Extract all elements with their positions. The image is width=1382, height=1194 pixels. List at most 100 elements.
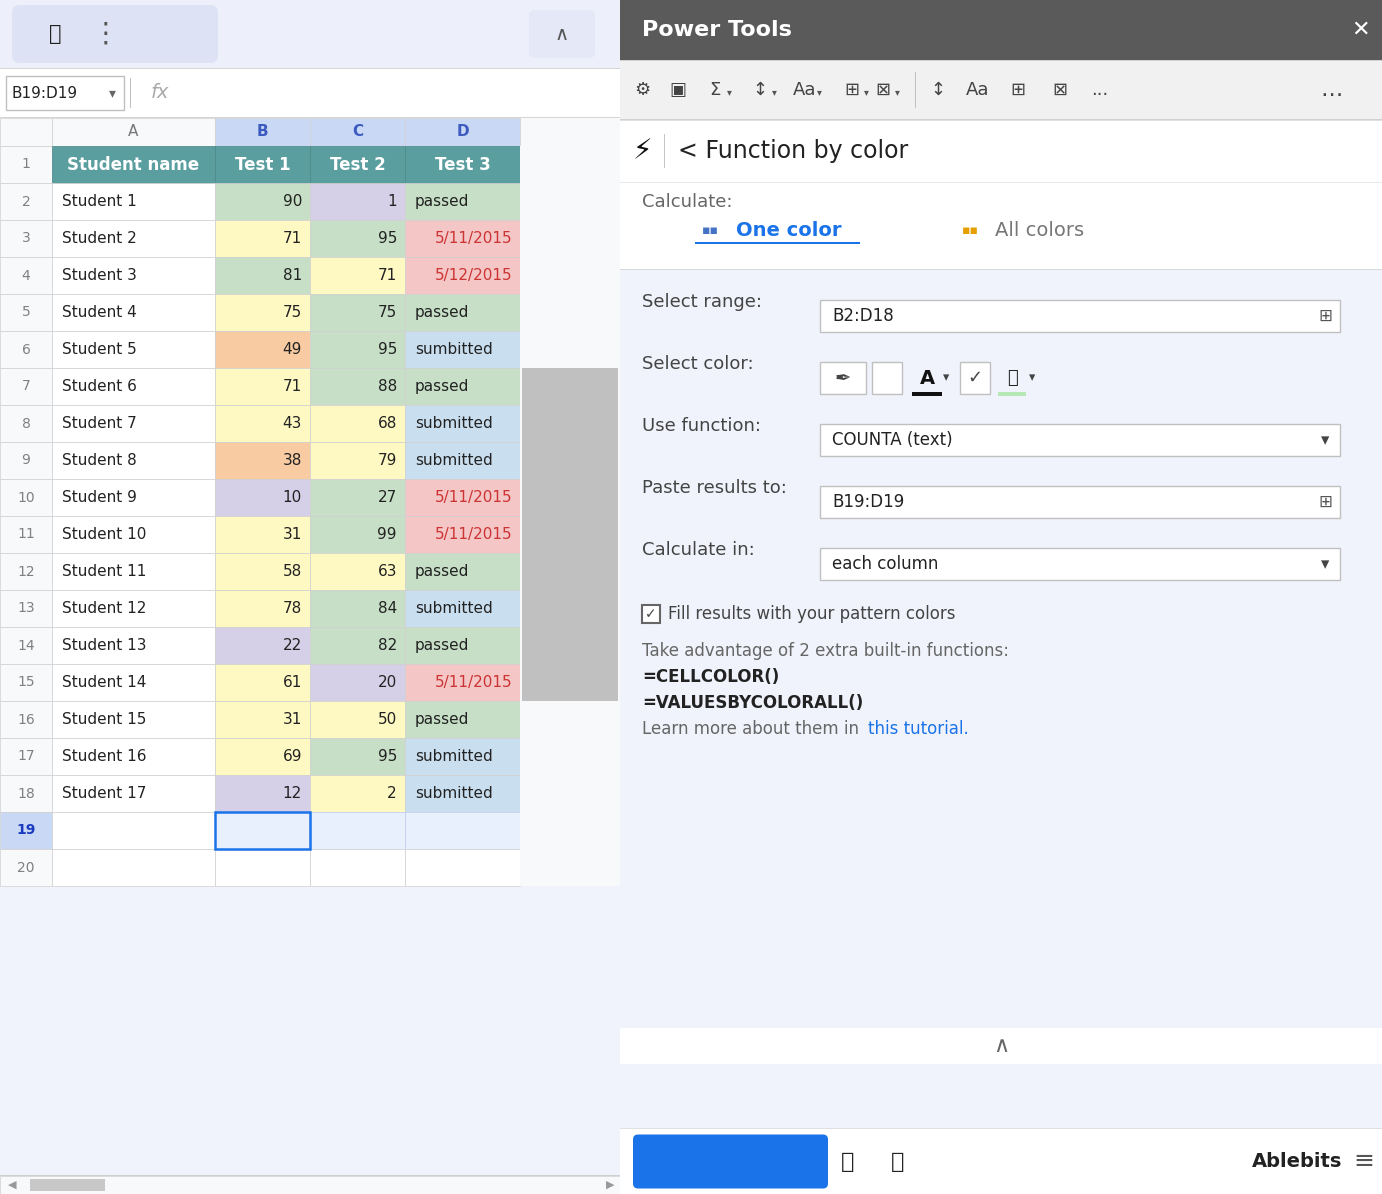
Bar	[216, 257, 310, 294]
Bar	[0, 368, 53, 405]
Bar	[0, 442, 53, 479]
Text: All colors: All colors	[995, 221, 1083, 240]
Bar	[0, 701, 53, 738]
Text: ▪▪: ▪▪	[702, 223, 719, 236]
Bar	[405, 220, 520, 257]
Text: ↕: ↕	[930, 81, 945, 99]
Bar	[53, 590, 216, 627]
Text: ▣: ▣	[669, 81, 687, 99]
Bar	[0, 516, 53, 553]
Bar	[53, 183, 216, 220]
Bar	[53, 479, 216, 516]
Text: B: B	[257, 124, 268, 140]
Text: =VALUESBYCOLORALL(): =VALUESBYCOLORALL()	[643, 694, 864, 712]
Text: C: C	[352, 124, 363, 140]
Bar	[30, 1178, 105, 1190]
Text: 68: 68	[377, 416, 397, 431]
Text: ⋮: ⋮	[91, 20, 119, 48]
Text: 🪣: 🪣	[1006, 369, 1017, 387]
Text: 1: 1	[387, 193, 397, 209]
Text: =CELLCOLOR(): =CELLCOLOR()	[643, 667, 779, 687]
Text: ▾: ▾	[773, 87, 777, 97]
Bar	[405, 294, 520, 331]
Text: passed: passed	[415, 564, 470, 579]
Bar	[53, 627, 216, 664]
Text: 11: 11	[17, 528, 35, 542]
Text: Test 2: Test 2	[330, 155, 386, 173]
Text: ∧: ∧	[556, 25, 569, 43]
Bar	[216, 849, 310, 886]
Bar	[405, 183, 520, 220]
Text: Student 16: Student 16	[62, 749, 146, 764]
Text: A: A	[919, 369, 934, 388]
Bar	[405, 118, 520, 146]
Text: 78: 78	[283, 601, 303, 616]
Bar	[0, 183, 53, 220]
Text: ✕: ✕	[1350, 20, 1370, 41]
Bar	[405, 664, 520, 701]
Bar	[310, 118, 405, 146]
Bar	[216, 220, 310, 257]
Bar	[53, 146, 216, 183]
Bar	[216, 627, 310, 664]
Bar	[53, 701, 216, 738]
Bar	[53, 405, 216, 442]
Text: Aa: Aa	[966, 81, 990, 99]
Bar	[310, 553, 405, 590]
Bar	[522, 368, 618, 701]
Text: Fill results with your pattern colors: Fill results with your pattern colors	[668, 605, 955, 623]
Text: Ablebits: Ablebits	[1252, 1152, 1342, 1171]
Text: Student 5: Student 5	[62, 341, 137, 357]
Text: COUNTA (text): COUNTA (text)	[832, 431, 952, 449]
Bar	[216, 405, 310, 442]
Text: 12: 12	[283, 786, 303, 801]
Text: Student 2: Student 2	[62, 230, 137, 246]
Bar	[0, 1176, 621, 1194]
Text: Take advantage of 2 extra built-in functions:: Take advantage of 2 extra built-in funct…	[643, 642, 1009, 660]
Text: ✓: ✓	[967, 369, 983, 387]
Text: ▾: ▾	[864, 87, 869, 97]
Bar	[520, 146, 621, 886]
Text: One color: One color	[737, 221, 842, 240]
Text: 7: 7	[22, 380, 30, 394]
Bar	[405, 405, 520, 442]
Text: ...: ...	[1092, 81, 1108, 99]
Bar	[0, 664, 53, 701]
Text: B19:D19: B19:D19	[12, 86, 77, 100]
Text: Student 9: Student 9	[62, 490, 137, 505]
Bar	[0, 220, 53, 257]
Text: Student 8: Student 8	[62, 453, 137, 468]
Bar	[405, 516, 520, 553]
Text: 18: 18	[17, 787, 35, 800]
Text: Use function:: Use function:	[643, 417, 761, 435]
Text: 82: 82	[377, 638, 397, 653]
Text: each column: each column	[832, 555, 938, 573]
Text: ▪▪: ▪▪	[962, 223, 978, 236]
Text: 8: 8	[22, 417, 30, 431]
Text: 88: 88	[377, 378, 397, 394]
Bar	[820, 548, 1341, 580]
Bar	[0, 627, 53, 664]
Text: ↕: ↕	[752, 81, 767, 99]
Text: B2:D18: B2:D18	[832, 307, 894, 325]
Bar	[0, 553, 53, 590]
Bar	[405, 146, 520, 183]
Text: Student 14: Student 14	[62, 675, 146, 690]
Text: 13: 13	[17, 602, 35, 615]
Text: Select range:: Select range:	[643, 293, 761, 310]
Bar	[310, 331, 405, 368]
Text: 4: 4	[22, 269, 30, 283]
Text: passed: passed	[415, 304, 470, 320]
Text: submitted: submitted	[415, 749, 493, 764]
Text: 79: 79	[377, 453, 397, 468]
Bar	[310, 220, 405, 257]
Text: 95: 95	[377, 230, 397, 246]
Bar	[53, 775, 216, 812]
Text: 71: 71	[283, 230, 303, 246]
Text: ⚙: ⚙	[634, 81, 650, 99]
Text: 38: 38	[283, 453, 303, 468]
Bar	[405, 849, 520, 886]
Bar	[310, 738, 405, 775]
Text: 🔍: 🔍	[48, 24, 61, 44]
Bar	[0, 738, 53, 775]
